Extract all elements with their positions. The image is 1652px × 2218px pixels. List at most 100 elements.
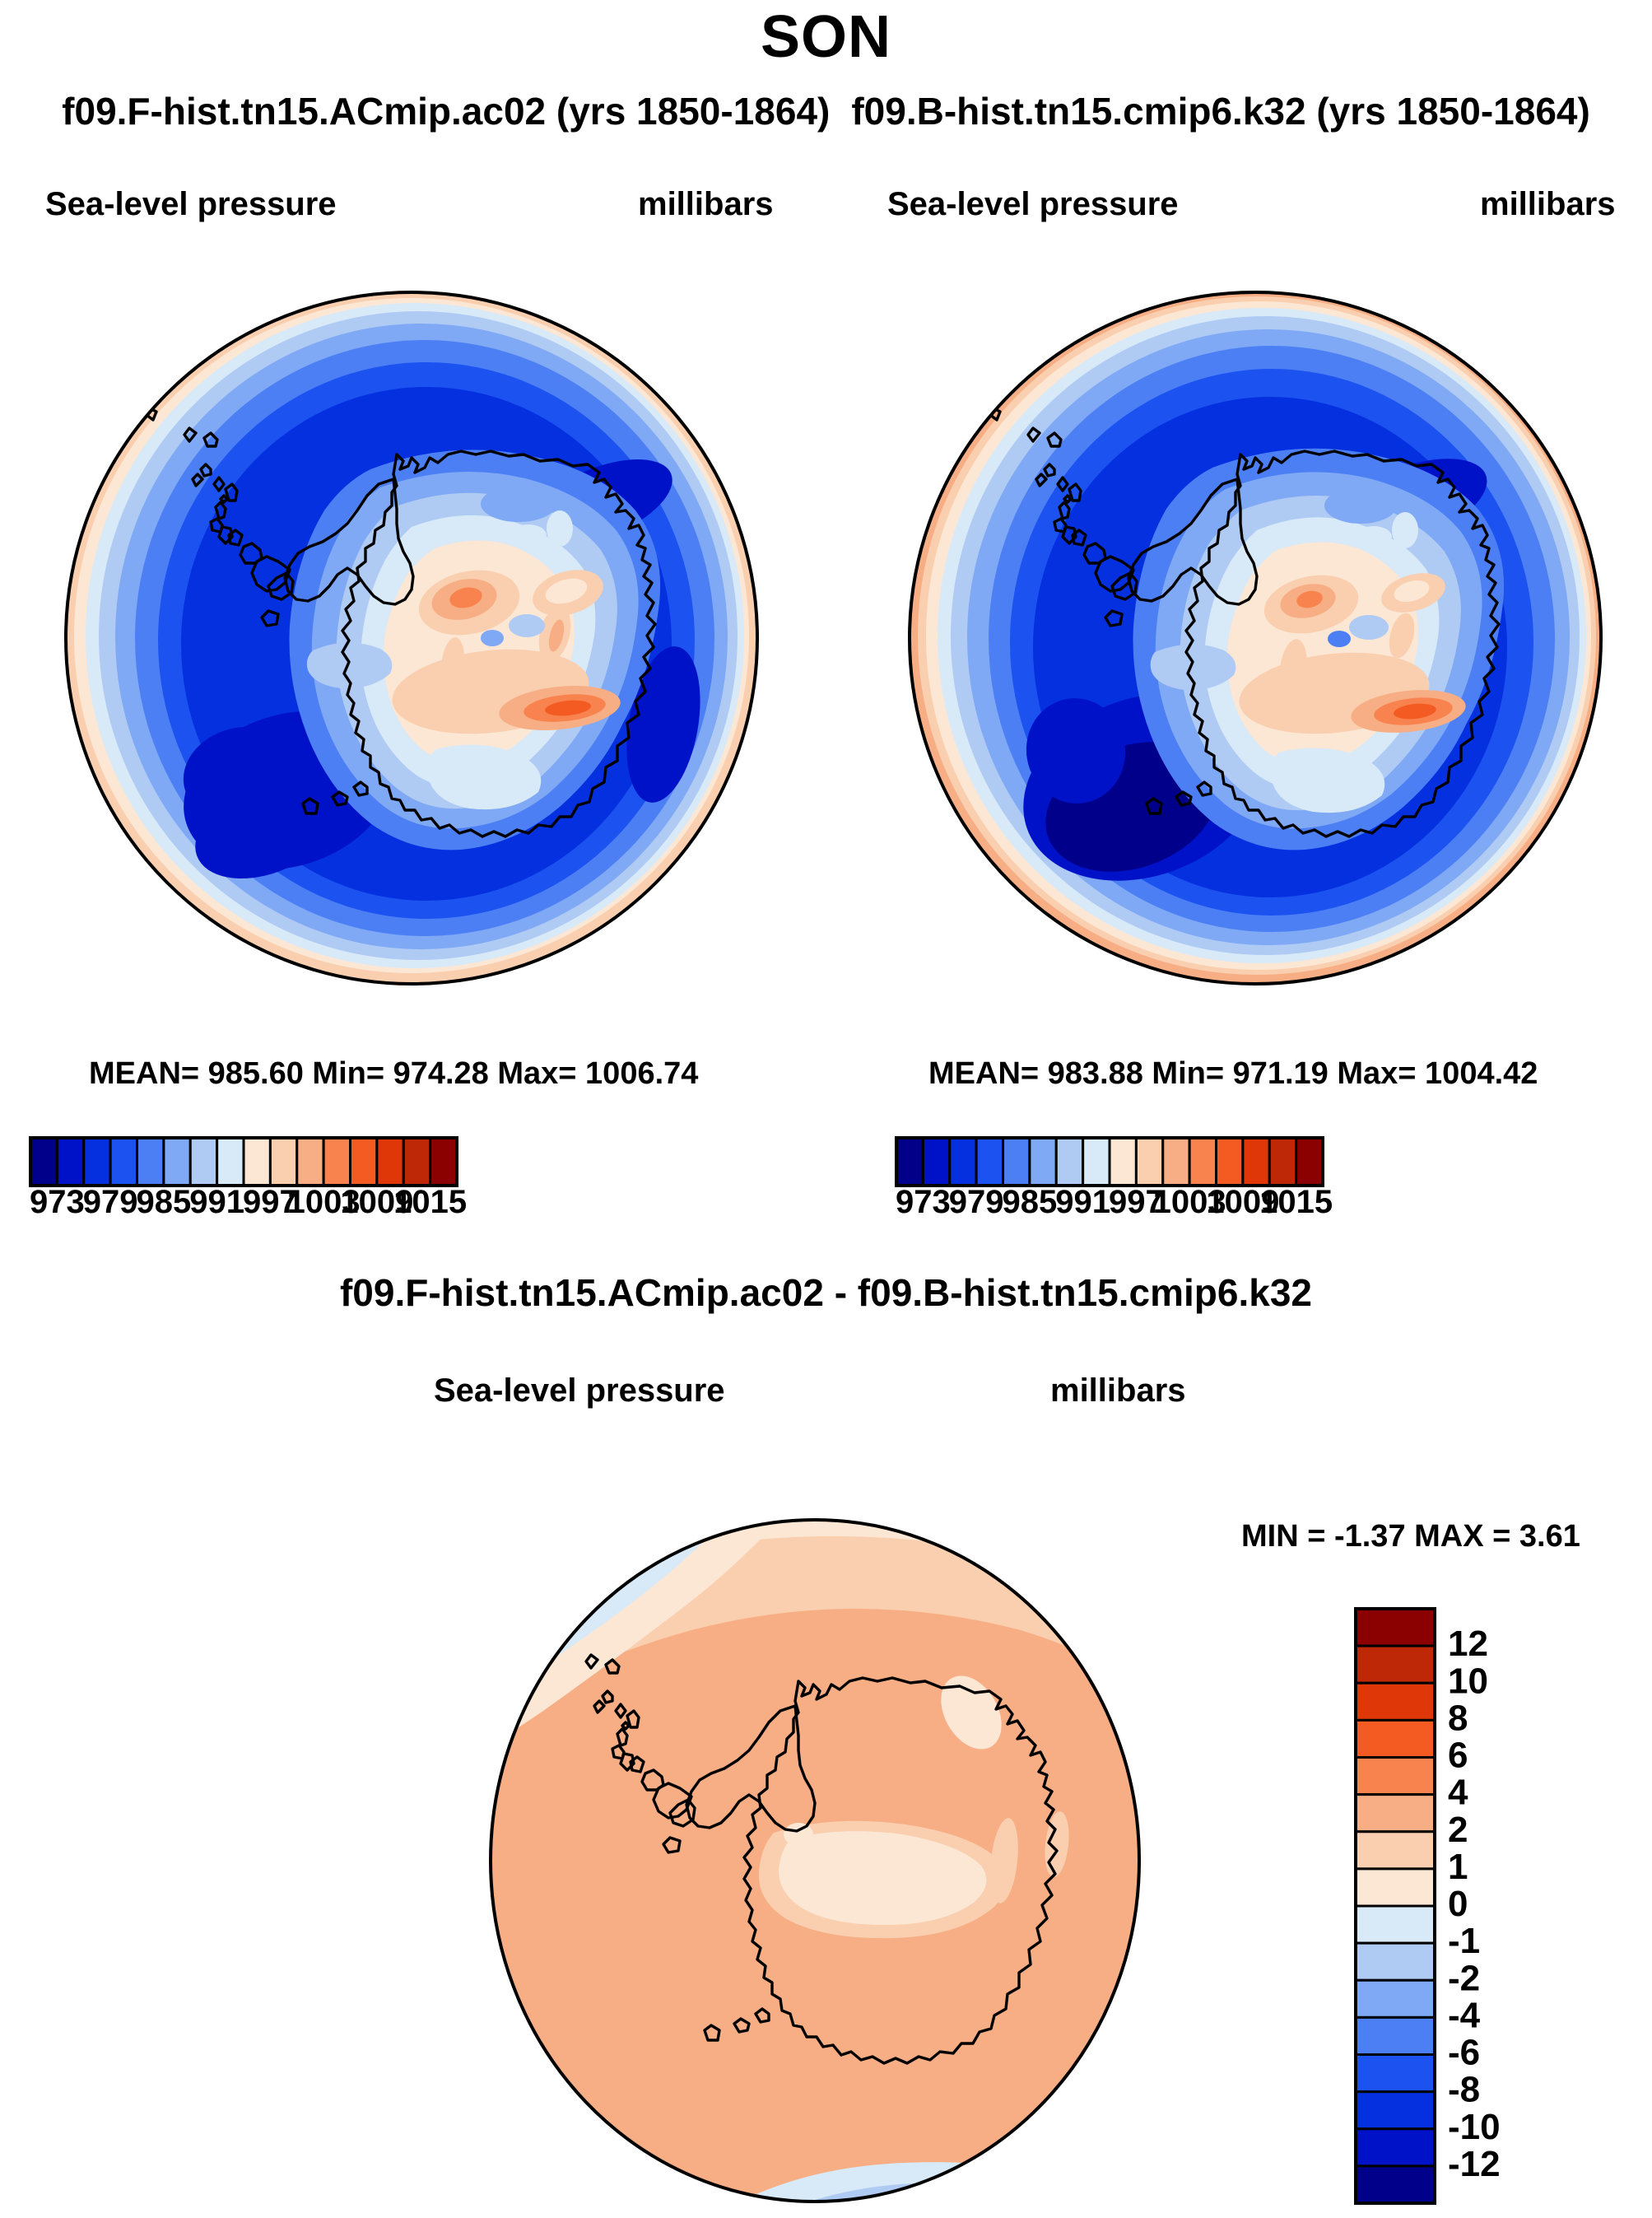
- colorbar-cell: [242, 1136, 272, 1187]
- colorbar-tick-label: -10: [1448, 2107, 1501, 2147]
- colorbar-cell: [55, 1136, 86, 1187]
- colorbar-cell: [322, 1136, 352, 1187]
- colorbar-tick-label: 0: [1448, 1884, 1468, 1924]
- colorbar-cell: [375, 1136, 405, 1187]
- colorbar-tick-label: 985: [1002, 1184, 1058, 1220]
- colorbar-cell: [1268, 1136, 1298, 1187]
- colorbar-cell: [429, 1136, 458, 1187]
- colorbar-cell: [402, 1136, 432, 1187]
- left-colorbar-ticks: 973 979 985 991 997 1003 1009 1015: [25, 1184, 486, 1233]
- colorbar-cell: [1354, 2127, 1436, 2168]
- colorbar-cell: [1354, 1867, 1436, 1908]
- colorbar-tick-label: -8: [1448, 2070, 1480, 2110]
- right-map: [868, 263, 1642, 1029]
- left-colorbar-cells: [29, 1136, 458, 1187]
- colorbar-cell: [1082, 1136, 1111, 1187]
- diff-panel-units-label: millibars: [1050, 1372, 1186, 1409]
- left-map-limb: [64, 291, 759, 986]
- colorbar-cell: [1054, 1136, 1085, 1187]
- colorbar-cell: [921, 1136, 952, 1187]
- colorbar-cell: [1354, 1644, 1436, 1684]
- right-colorbar-ticks: 973 979 985 991 997 1003 1009 1015: [891, 1184, 1352, 1233]
- right-panel-units-label: millibars: [1480, 186, 1616, 222]
- colorbar-cell: [82, 1136, 112, 1187]
- colorbar-tick-label: -12: [1448, 2144, 1501, 2184]
- colorbar-tick-label: 979: [82, 1184, 138, 1220]
- colorbar-tick-label: 973: [30, 1184, 85, 1220]
- colorbar-cell: [1354, 1793, 1436, 1834]
- colorbar-cell: [1354, 2053, 1436, 2094]
- colorbar-cell: [136, 1136, 165, 1187]
- difference-title: f09.F-hist.tn15.ACmip.ac02 - f09.B-hist.…: [339, 1271, 1313, 1314]
- colorbar-tick-label: 1009: [340, 1184, 414, 1220]
- colorbar-tick-label: 1015: [1259, 1184, 1333, 1220]
- colorbar-cell: [1028, 1136, 1058, 1187]
- colorbar-cell: [1241, 1136, 1271, 1187]
- colorbar-cell: [1354, 2015, 1436, 2057]
- difference-map: [444, 1507, 1185, 2215]
- difference-colorbar-cells: [1354, 1607, 1436, 2205]
- left-panel-stats: MEAN= 985.60 Min= 974.28 Max= 1006.74: [89, 1056, 699, 1091]
- colorbar-tick-label: 1015: [393, 1184, 468, 1220]
- colorbar-tick-label: 1003: [1152, 1184, 1226, 1220]
- colorbar-cell: [975, 1136, 1005, 1187]
- title-gap: [830, 89, 851, 133]
- colorbar-tick-label: -4: [1448, 1995, 1481, 2035]
- left-panel-units-label: millibars: [638, 186, 774, 222]
- colorbar-cell: [1354, 1756, 1436, 1796]
- colorbar-cell: [1354, 1681, 1436, 1722]
- colorbar-tick-label: 1: [1448, 1847, 1468, 1887]
- difference-map-contours: [491, 1520, 1139, 2202]
- right-colorbar[interactable]: [891, 1128, 1352, 1227]
- colorbar-cell: [1161, 1136, 1191, 1187]
- colorbar-cell: [109, 1136, 139, 1187]
- colorbar-cell: [1188, 1136, 1218, 1187]
- colorbar-tick-label: 979: [948, 1184, 1004, 1220]
- colorbar-tick-label: 973: [896, 1184, 951, 1220]
- colorbar-cell: [1354, 1830, 1436, 1871]
- colorbar-tick-label: 997: [243, 1184, 298, 1220]
- colorbar-cell: [188, 1136, 219, 1187]
- colorbar-cell: [1002, 1136, 1031, 1187]
- colorbar-cell: [1354, 1607, 1436, 1647]
- colorbar-tick-label: 10: [1448, 1661, 1488, 1701]
- left-map-coastline: [145, 407, 657, 838]
- difference-map-limb: [489, 1518, 1141, 2203]
- diff-panel-variable-label: Sea-level pressure: [434, 1372, 725, 1409]
- difference-map-coastline: [547, 1633, 1059, 2065]
- colorbar-cell: [1134, 1136, 1165, 1187]
- left-map: [25, 263, 798, 1029]
- colorbar-cell: [1354, 2090, 1436, 2131]
- right-map-limb: [908, 291, 1603, 986]
- left-colorbar[interactable]: [25, 1128, 486, 1227]
- colorbar-cell: [349, 1136, 379, 1187]
- colorbar-tick-label: -6: [1448, 2033, 1480, 2073]
- colorbar-cell: [1215, 1136, 1245, 1187]
- colorbar-tick-label: 991: [189, 1184, 244, 1220]
- case-title-right: f09.B-hist.tn15.cmip6.k32 (yrs 1850-1864…: [851, 90, 1590, 133]
- difference-colorbar[interactable]: 12 10 8 6 4 2 1 0 -1 -2 -4 -6 -8 -10 -12: [1342, 1601, 1605, 2215]
- right-panel-variable-label: Sea-level pressure: [887, 186, 1179, 222]
- colorbar-cell: [1354, 1978, 1436, 2019]
- left-panel-variable-label: Sea-level pressure: [45, 186, 337, 222]
- colorbar-cell: [29, 1136, 58, 1187]
- figure-title: SON: [760, 4, 892, 70]
- colorbar-cell: [1354, 2164, 1436, 2205]
- colorbar-tick-label: 8: [1448, 1698, 1468, 1738]
- colorbar-cell: [295, 1136, 325, 1187]
- diff-panel-stats: MIN = -1.37 MAX = 3.61: [1241, 1519, 1580, 1554]
- colorbar-tick-label: 985: [136, 1184, 192, 1220]
- colorbar-cell: [895, 1136, 924, 1187]
- colorbar-tick-label: -1: [1448, 1921, 1480, 1961]
- colorbar-cell: [1108, 1136, 1138, 1187]
- colorbar-tick-label: 4: [1448, 1773, 1468, 1813]
- colorbar-tick-label: 1009: [1206, 1184, 1280, 1220]
- colorbar-cell: [1354, 1718, 1436, 1759]
- colorbar-tick-label: 997: [1109, 1184, 1164, 1220]
- left-map-contours: [66, 292, 757, 984]
- colorbar-tick-label: 2: [1448, 1810, 1468, 1850]
- colorbar-cell: [162, 1136, 192, 1187]
- right-colorbar-cells: [895, 1136, 1324, 1187]
- colorbar-tick-label: -2: [1448, 1958, 1480, 1998]
